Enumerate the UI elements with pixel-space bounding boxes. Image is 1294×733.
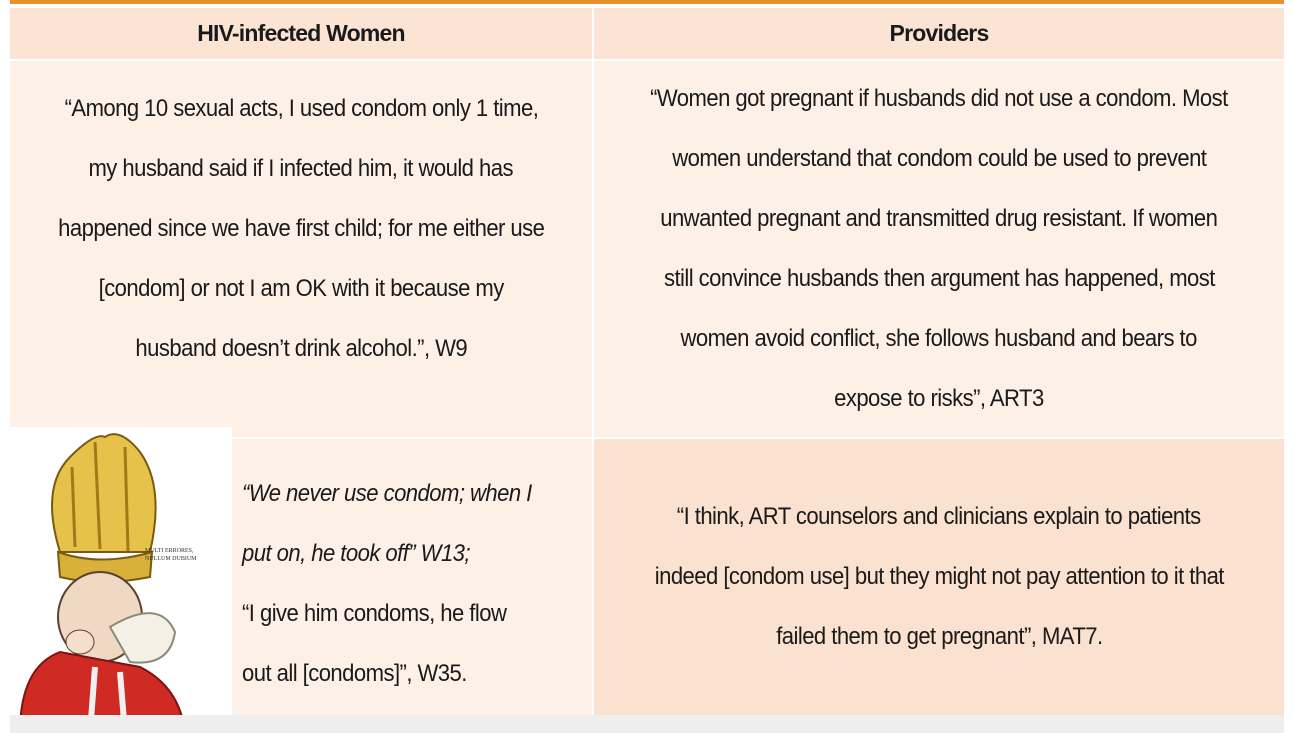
text-line: [condom] or not I am OK with it because … [98,259,503,319]
table-cell: “Women got pregnant if husbands did not … [594,61,1284,437]
text-line: “I think, ART counselors and clinicians … [677,487,1201,547]
footer-strip [10,715,1284,733]
text-line: “I give him condoms, he flow [242,584,506,644]
text-line: put on, he took off” W13; [242,524,470,584]
text-line: women avoid conflict, she follows husban… [681,309,1197,369]
table-cell: “I think, ART counselors and clinicians … [594,439,1284,715]
image-caption: MULTI ERRORES, [145,548,194,554]
slide: HIV-infected Women Providers “Among 10 s… [0,0,1294,733]
caricature-image: MULTI ERRORES, NULLUM DUBIUM [0,427,232,733]
text-line: indeed [condom use] but they might not p… [654,547,1223,607]
text-line: women understand that condom could be us… [672,129,1206,189]
image-caption: NULLUM DUBIUM [145,556,197,562]
text-line: “Among 10 sexual acts, I used condom onl… [64,79,538,139]
text-line: “Women got pregnant if husbands did not … [650,69,1228,129]
text-line: out all [condoms]”, W35. [242,644,467,704]
header-cell: Providers [594,8,1284,59]
top-rule [10,0,1284,4]
text-line: my husband said if I infected him, it wo… [89,139,513,199]
text-line: happened since we have first child; for … [58,199,544,259]
text-line: husband doesn’t drink alcohol.”, W9 [135,319,467,379]
text-line: expose to risks”, ART3 [834,369,1044,429]
text-line: “We never use condom; when I [242,464,532,524]
header-cell: HIV-infected Women [10,8,592,59]
text-line: failed them to get pregnant”, MAT7. [776,607,1102,667]
text-line: unwanted pregnant and transmitted drug r… [660,189,1217,249]
text-line: still convince husbands then argument ha… [664,249,1215,309]
table-cell: “Among 10 sexual acts, I used condom onl… [10,61,592,437]
